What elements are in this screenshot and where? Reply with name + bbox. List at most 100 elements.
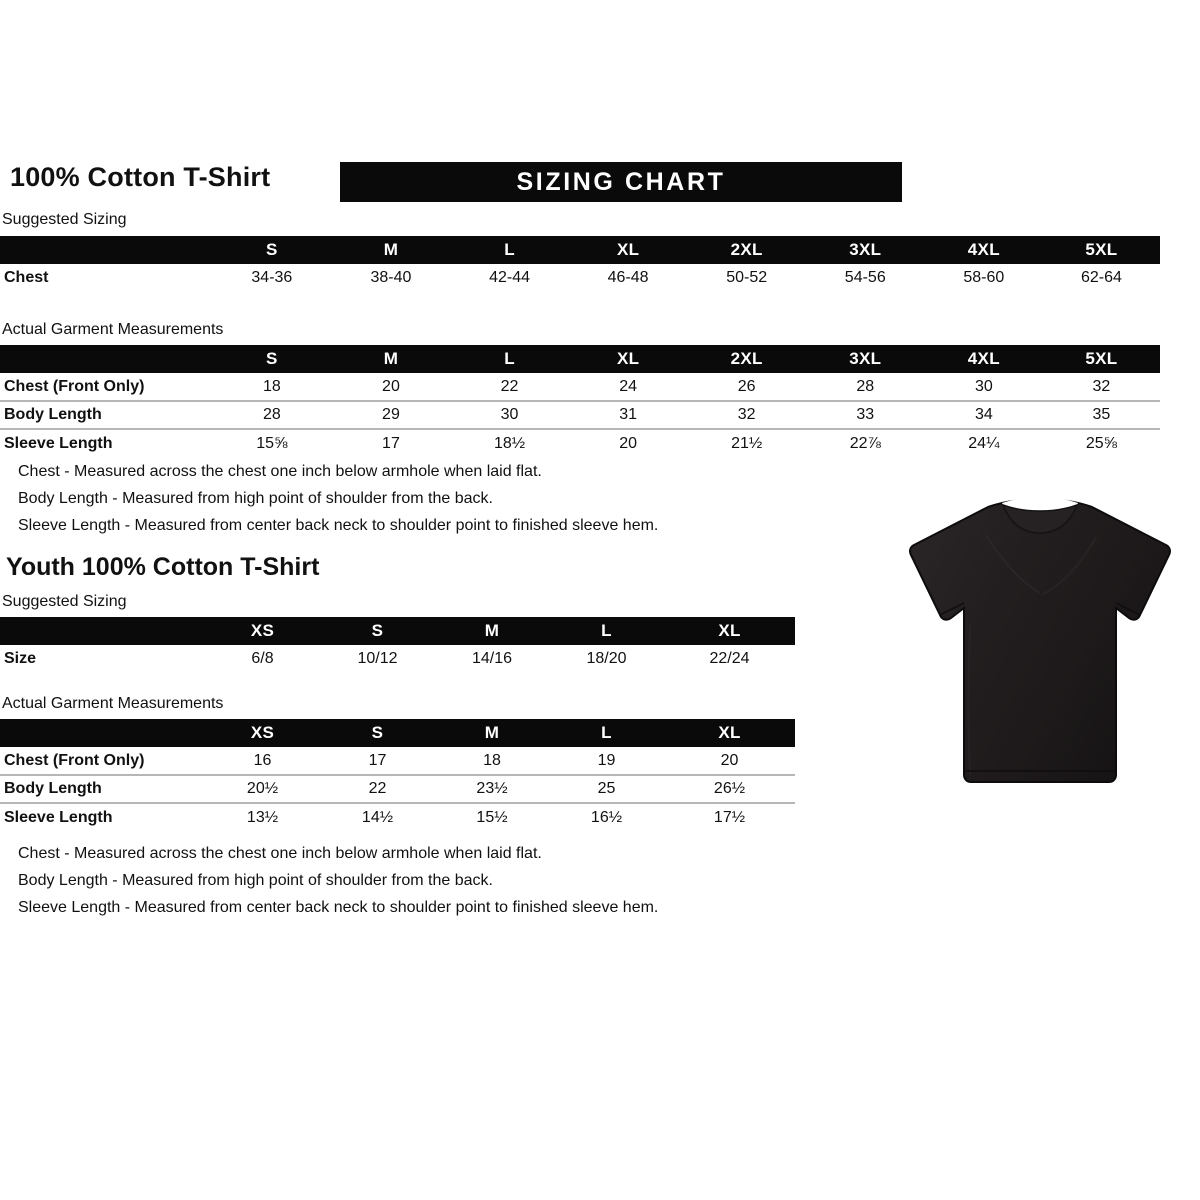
adult-actual-corner-header — [0, 345, 213, 373]
youth-suggested-cell: 6/8 — [251, 650, 274, 667]
adult-actual-cell: 20 — [568, 428, 688, 457]
adult-actual-cell: 34 — [924, 400, 1043, 429]
table-row: Size 6/8 10/12 14/16 18/20 22/24 — [0, 645, 795, 673]
youth-actual-cell: 16 — [253, 751, 272, 769]
adult-suggested-cell: 46-48 — [607, 269, 649, 286]
table-header-row: XS S M L XL — [0, 617, 795, 645]
adult-suggested-column-header-m: M — [331, 236, 451, 264]
adult-actual-cell: 28 — [212, 400, 332, 429]
t-shirt-illustration — [890, 475, 1190, 805]
youth-actual-cell: 22 — [320, 774, 435, 803]
adult-suggested-cell: 54-56 — [844, 269, 886, 286]
adult-suggested-column-header-l: L — [450, 236, 569, 264]
youth-note-line: Body Length - Measured from high point o… — [18, 872, 493, 889]
adult-actual-cell: 18½ — [450, 428, 569, 457]
table-row: Sleeve Length 13½ 14½ 15½ 16½ 17½ — [0, 802, 795, 831]
adult-suggested-column-header-3xl: 3XL — [805, 236, 925, 264]
adult-actual-cell: 32 — [687, 400, 806, 429]
youth-actual-corner-header — [0, 719, 205, 747]
table-row: Chest (Front Only) 16 17 18 19 20 — [0, 747, 795, 775]
youth-actual-column-header-l: L — [549, 719, 664, 747]
youth-actual-cell: 25 — [549, 774, 664, 803]
adult-actual-cell: 15⅝ — [212, 428, 332, 457]
adult-actual-cell: 31 — [568, 400, 688, 429]
adult-actual-cell: 25⅝ — [1042, 428, 1160, 457]
youth-suggested-cell: 10/12 — [357, 650, 398, 667]
youth-suggested-column-header-s: S — [320, 617, 435, 645]
adult-suggested-row-label: Chest — [4, 269, 49, 286]
youth-suggested-column-header-m: M — [435, 617, 549, 645]
youth-actual-cell: 17½ — [664, 802, 795, 831]
adult-suggested-sizing-caption: Suggested Sizing — [2, 211, 127, 228]
adult-note-line: Chest - Measured across the chest one in… — [18, 463, 542, 480]
adult-suggested-column-header-5xl: 5XL — [1042, 236, 1160, 264]
adult-suggested-cell: 38-40 — [370, 269, 412, 286]
adult-actual-cell: 30 — [974, 377, 993, 395]
table-header-row: XS S M L XL — [0, 719, 795, 747]
adult-actual-column-header-l: L — [450, 345, 569, 373]
youth-actual-cell: 18 — [483, 751, 501, 769]
youth-suggested-cell: 18/20 — [586, 650, 627, 667]
adult-actual-column-header-5xl: 5XL — [1042, 345, 1160, 373]
adult-actual-cell: 24¼ — [924, 428, 1043, 457]
adult-actual-column-header-xl: XL — [568, 345, 688, 373]
youth-measurement-notes: Chest - Measured across the chest one in… — [18, 840, 658, 921]
youth-actual-cell: 13½ — [205, 802, 320, 831]
table-header-row: S M L XL 2XL 3XL 4XL 5XL — [0, 345, 1160, 373]
adult-actual-cell: 18 — [262, 377, 281, 395]
adult-actual-column-header-m: M — [331, 345, 451, 373]
adult-actual-cell: 33 — [805, 400, 925, 429]
youth-suggested-column-header-l: L — [549, 617, 664, 645]
adult-suggested-cell: 62-64 — [1080, 269, 1122, 286]
youth-actual-cell: 23½ — [435, 774, 549, 803]
adult-actual-column-header-3xl: 3XL — [805, 345, 925, 373]
adult-suggested-cell: 58-60 — [963, 269, 1005, 286]
adult-actual-cell: 22 — [500, 377, 519, 395]
adult-actual-cell: 30 — [450, 400, 569, 429]
table-row: Chest (Front Only) 18 20 22 24 26 28 30 32 — [0, 373, 1160, 401]
youth-actual-cell: 15½ — [435, 802, 549, 831]
youth-actual-cell: 14½ — [320, 802, 435, 831]
sizing-chart-banner: SIZING CHART — [340, 162, 902, 202]
youth-suggested-cell: 14/16 — [471, 650, 513, 667]
youth-actual-column-header-xs: XS — [205, 719, 320, 747]
adult-suggested-corner-header — [0, 236, 213, 264]
adult-actual-cell: 20 — [382, 377, 400, 395]
youth-actual-cell: 20½ — [205, 774, 320, 803]
youth-actual-measurements-caption: Actual Garment Measurements — [2, 695, 224, 712]
adult-actual-cell: 28 — [856, 377, 875, 395]
adult-actual-cell: 35 — [1042, 400, 1160, 429]
table-row: Chest 34-36 38-40 42-44 46-48 50-52 54-56 58-60… — [0, 264, 1160, 292]
youth-suggested-sizing-table: XS S M L XL Size 6/8 10/12 14/16 18/20 22/24 — [0, 617, 795, 673]
adult-suggested-cell: 34-36 — [251, 269, 293, 286]
adult-actual-measurements-caption: Actual Garment Measurements — [2, 321, 224, 338]
youth-suggested-cell: 22/24 — [709, 650, 750, 667]
adult-actual-row-label: Sleeve Length — [0, 428, 213, 457]
youth-suggested-column-header-xl: XL — [664, 617, 795, 645]
adult-note-line: Sleeve Length - Measured from center bac… — [18, 517, 659, 534]
adult-suggested-column-header-xl: XL — [568, 236, 688, 264]
table-row: Body Length 28 29 30 31 32 33 34 35 — [0, 400, 1160, 429]
adult-actual-column-header-2xl: 2XL — [687, 345, 806, 373]
youth-note-line: Chest - Measured across the chest one in… — [18, 845, 542, 862]
adult-suggested-column-header-2xl: 2XL — [687, 236, 806, 264]
adult-actual-cell: 21½ — [687, 428, 806, 457]
adult-suggested-column-header-4xl: 4XL — [924, 236, 1043, 264]
youth-actual-row-label: Sleeve Length — [0, 802, 205, 831]
table-row: Body Length 20½ 22 23½ 25 26½ — [0, 774, 795, 803]
youth-actual-column-header-m: M — [435, 719, 549, 747]
adult-note-line: Body Length - Measured from high point o… — [18, 490, 493, 507]
table-row: Sleeve Length 15⅝ 17 18½ 20 21½ 22⅞ 24¼ 25⅝ — [0, 428, 1160, 457]
youth-actual-cell: 19 — [597, 751, 616, 769]
adult-suggested-cell: 50-52 — [726, 269, 768, 286]
youth-suggested-sizing-caption: Suggested Sizing — [2, 593, 127, 610]
header-row: 100% Cotton T-Shirt SIZING CHART — [0, 160, 1200, 206]
youth-actual-cell: 17 — [368, 751, 387, 769]
youth-actual-column-header-s: S — [320, 719, 435, 747]
adult-actual-measurements-table: S M L XL 2XL 3XL 4XL 5XL Chest (Front Only) 18 20… — [0, 345, 1160, 457]
table-header-row: S M L XL 2XL 3XL 4XL 5XL — [0, 236, 1160, 264]
youth-actual-cell: 26½ — [664, 774, 795, 803]
adult-actual-cell: 29 — [331, 400, 451, 429]
adult-actual-cell: 26 — [737, 377, 756, 395]
